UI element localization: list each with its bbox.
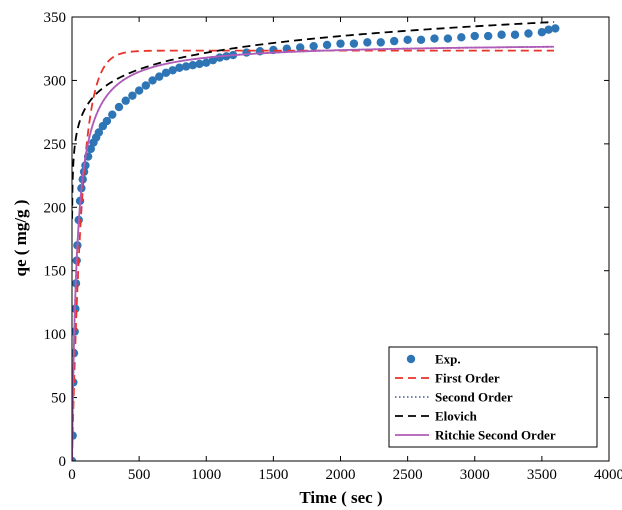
exp-data-point <box>322 40 332 50</box>
y-tick-label: 0 <box>59 454 67 470</box>
exp-data-point <box>121 96 130 105</box>
x-tick-label: 2500 <box>393 467 423 483</box>
exp-data-point <box>141 81 151 90</box>
x-axis-label: Time ( sec ) <box>299 488 382 507</box>
y-tick-label: 300 <box>44 73 67 89</box>
exp-data-point <box>336 39 345 48</box>
exp-data-point <box>148 76 157 85</box>
exp-data-point <box>551 24 560 33</box>
exp-data-point <box>537 28 547 37</box>
exp-data-point <box>296 43 305 52</box>
series-line-first-order <box>72 49 554 461</box>
legend-label: Second Order <box>435 390 513 405</box>
exp-data-point <box>416 35 426 45</box>
x-tick-label: 0 <box>68 467 76 483</box>
exp-data-point <box>114 102 124 112</box>
exp-data-point <box>202 58 211 67</box>
exp-data-point <box>376 38 385 47</box>
y-tick-label: 200 <box>44 200 67 216</box>
exp-data-point <box>309 41 318 51</box>
exp-data-point <box>443 34 453 43</box>
exp-data-point <box>470 31 479 41</box>
x-tick-label: 1000 <box>191 467 221 483</box>
exp-data-point <box>94 128 104 137</box>
exp-data-point <box>195 59 204 69</box>
exp-data-point <box>168 66 177 75</box>
axis-ticks: 0 500 1000 1500 2000 2500 3000 3500 4000 0 50 100 15… <box>44 10 622 483</box>
x-tick-label: 4000 <box>594 467 622 483</box>
y-tick-label: 150 <box>44 264 67 280</box>
legend: Exp. First Order Second Order Elovich Ritchi… <box>388 346 598 448</box>
exp-data-point <box>102 116 112 126</box>
x-tick-label: 1500 <box>258 467 288 483</box>
exp-data-point <box>524 29 533 38</box>
exp-data-point <box>457 33 466 42</box>
exp-data-point <box>242 48 251 57</box>
exp-data-point <box>155 72 164 81</box>
x-tick-label: 3000 <box>460 467 490 483</box>
plot-data <box>72 21 560 461</box>
y-tick-label: 50 <box>51 391 66 407</box>
plot-area-frame <box>71 16 610 462</box>
exp-data-point <box>544 25 553 34</box>
exp-data-point <box>390 36 399 46</box>
exp-data-point <box>175 63 184 72</box>
y-tick-label: 350 <box>44 10 67 26</box>
plot-series-group <box>72 21 560 461</box>
x-tick-label: 2000 <box>326 467 356 483</box>
y-tick-label: 250 <box>44 137 67 153</box>
exp-data-point <box>510 30 520 39</box>
exp-data-point <box>134 86 144 95</box>
exp-data-point <box>108 110 117 119</box>
exp-data-point <box>72 456 77 461</box>
series-line-ritchie-second-order <box>72 45 554 461</box>
legend-label: Exp. <box>435 352 461 367</box>
exp-data-point <box>430 34 439 43</box>
exp-data-point <box>403 35 412 45</box>
exp-data-point <box>128 91 137 100</box>
x-tick-label: 3500 <box>527 467 557 483</box>
exp-data-point <box>86 144 95 154</box>
exp-data-point <box>349 39 359 48</box>
exp-data-point <box>497 30 506 39</box>
y-axis-label: qe ( mg/g ) <box>11 200 30 277</box>
exp-data-point <box>483 31 493 41</box>
exp-data-point <box>181 62 191 71</box>
exp-data-point <box>363 38 372 47</box>
legend-label: Elovich <box>435 409 478 424</box>
x-tick-label: 500 <box>128 467 151 483</box>
legend-label: Ritchie Second Order <box>435 428 556 443</box>
legend-label: First Order <box>435 371 500 386</box>
y-tick-label: 100 <box>44 327 67 343</box>
exp-data-point <box>188 61 198 70</box>
exp-data-point <box>161 68 171 78</box>
legend-swatch-marker <box>406 354 416 364</box>
